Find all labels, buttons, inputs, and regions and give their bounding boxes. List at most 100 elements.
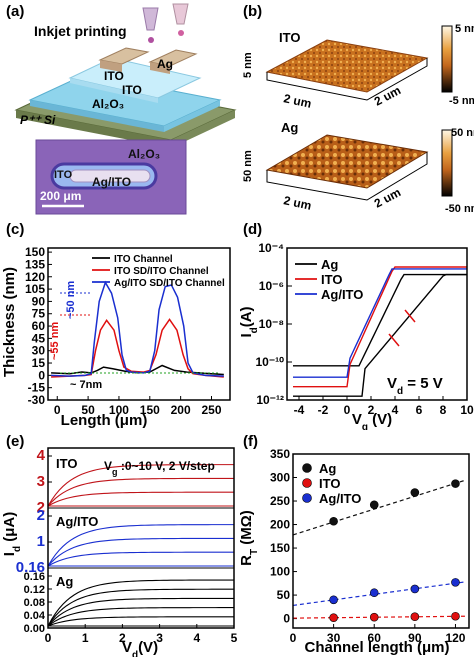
output-curve-1-2 — [47, 537, 235, 567]
resistance-chart: (f) 0 30 60 90 120 0 50 100 150 200 250 300 350 AgIT… — [238, 433, 470, 656]
resistance-point — [369, 588, 379, 598]
output-ytick-label: 0.16 — [16, 559, 45, 576]
output-xtick-label: 2 — [119, 631, 126, 645]
transfer-ylabel: Id(A) — [238, 306, 260, 337]
transfer-xlabel: Vg (V) — [352, 411, 392, 430]
resistance-legend-marker — [302, 463, 312, 473]
micro-ito: ITO — [54, 169, 73, 181]
output-xtick-label: 3 — [156, 631, 163, 645]
output-ytick-label: 1 — [37, 533, 45, 550]
resistance-ytick-label: 0 — [283, 612, 290, 626]
thickness-frame — [47, 247, 231, 401]
ito-zaxis: 5 nm — [242, 52, 254, 78]
output-group-label: Ag — [56, 574, 73, 589]
transfer-ytick-label: 10⁻¹⁰ — [256, 355, 285, 369]
resistance-ylabel: RT (MΩ) — [238, 510, 260, 566]
resistance-point — [369, 500, 379, 510]
transfer-xtick-label: 6 — [416, 403, 423, 417]
output-curve-0-3 — [47, 464, 235, 507]
output-frame — [47, 447, 235, 629]
panel-f: (f) 0 30 60 90 120 0 50 100 150 200 250 300 350 Ag IT… — [237, 430, 474, 657]
ag-cb-max: 50 nm — [451, 127, 474, 139]
transfer-xtick-label: 4 — [392, 403, 399, 417]
transfer-frame — [286, 247, 468, 401]
output-xtick-label: 1 — [82, 631, 89, 645]
resistance-point — [410, 584, 420, 594]
layer-ito: ITO — [122, 83, 142, 97]
resistance-ytick-label: 350 — [270, 447, 290, 461]
output-vg-note: Vg :0~10 V, 2 V/step — [104, 459, 215, 477]
thickness-xtick-label: 50 — [81, 403, 95, 417]
output-ytick-label: 4 — [37, 447, 46, 464]
layer-si: P⁺⁺ Si — [20, 113, 56, 127]
output-xtick-label: 0 — [45, 631, 52, 645]
sweep-arrows — [388, 309, 416, 347]
thickness-ytick-label: 15 — [32, 356, 46, 370]
transfer-curve-2 — [293, 266, 467, 388]
output-ytick-label: 0.16 — [24, 571, 45, 583]
ito-electrode — [98, 47, 150, 72]
thickness-ytick-label: 75 — [32, 307, 46, 321]
thickness-chart: (c) 0 50 100 150 200 250-30-15015304560759010… — [1, 221, 231, 429]
output-curve-0-2 — [47, 477, 235, 507]
thickness-ytick-label: 0 — [38, 368, 45, 382]
ito-afm-surface — [265, 39, 429, 101]
transfer-chart: (d) -4 -2 0 2 4 6 8 10 10⁻¹² 10⁻¹⁰ 10⁻⁸ 10⁻⁶ 10⁻⁴ Ag… — [238, 221, 474, 433]
transfer-xtick-label: 10 — [460, 403, 474, 417]
thickness-ytick-label: 150 — [25, 245, 45, 259]
resistance-xtick-label: 0 — [290, 631, 297, 645]
resistance-xtick-label: 30 — [327, 631, 341, 645]
resistance-xtick-label: 60 — [368, 631, 382, 645]
resistance-legend-label: Ag — [319, 461, 336, 476]
resistance-point — [451, 479, 460, 488]
thickness-ytick-label: -30 — [28, 393, 46, 407]
resistance-point — [329, 516, 338, 526]
resistance-legend-marker — [302, 478, 312, 488]
transfer-ytick-label: 10⁻¹² — [256, 393, 284, 407]
output-ytick-label: 2 — [37, 507, 45, 524]
thickness-legend-label: ITO SD/ITO Channel — [114, 266, 209, 277]
thickness-ytick-label: 120 — [25, 270, 45, 284]
output-ytick-label: 0.08 — [24, 597, 45, 609]
panel-e-label: (e) — [6, 433, 24, 450]
transfer-curve-3 — [293, 268, 467, 378]
panel-d-label: (d) — [243, 221, 262, 238]
layer-al2o3: Al₂O₃ — [92, 97, 124, 111]
thickness-legend-label: Ag/ITO SD/ITO Channel — [114, 278, 225, 289]
thickness-ytick-label: -15 — [28, 381, 46, 395]
transfer-legend-label: Ag/ITO — [321, 287, 363, 302]
output-curve-2-3 — [47, 597, 235, 627]
resistance-ytick-label: 150 — [270, 541, 290, 555]
output-xtick-label: 5 — [231, 631, 237, 645]
ag-electrode — [148, 49, 198, 74]
transfer-legend-label: Ag — [321, 257, 338, 272]
ito-afm-label: ITO — [279, 30, 300, 45]
output-group-label: Ag/ITO — [56, 514, 98, 529]
resistance-legend-label: ITO — [319, 476, 340, 491]
resistance-point — [329, 613, 338, 622]
thickness-legend-label: ITO Channel — [114, 254, 173, 265]
thickness-ytick-label: 135 — [25, 257, 45, 271]
transfer-xtick-label: -2 — [318, 403, 329, 417]
thickness-xtick-label: 0 — [54, 403, 61, 417]
resistance-frame — [292, 453, 470, 629]
resistance-point — [451, 578, 460, 587]
output-ylabel: Id (μA) — [1, 512, 23, 556]
inkjet-title: Inkjet printing — [34, 23, 127, 39]
panel-e: (e) 0 1 2 3 4 5 2 3 4 0.16 1 2 0.00 0.04 0.08 0.12 0.16 … — [0, 430, 238, 661]
transfer-ytick-label: 10⁻⁴ — [258, 241, 284, 255]
ito-axis-left: 2 um — [282, 91, 312, 111]
panel-b: (b) ITO 5 nm 2 um 2 um 5 nm -5 nm Ag 50 … — [237, 0, 474, 218]
ito-cb-max: 5 nm — [455, 23, 474, 35]
transfer-curve-0 — [293, 273, 467, 367]
panel-c: (c) 0 50 100 150 200 250 -30 -15 0 15 30 45 60 75 90 10… — [0, 218, 237, 430]
resistance-point — [410, 488, 420, 497]
thickness-ytick-label: 30 — [32, 344, 46, 358]
ag-colorbar — [441, 129, 453, 197]
thickness-ytick-label: 45 — [32, 331, 46, 345]
resistance-legend-marker — [302, 493, 312, 503]
nozzle-left — [142, 7, 159, 43]
output-curve-1-3 — [47, 524, 235, 567]
